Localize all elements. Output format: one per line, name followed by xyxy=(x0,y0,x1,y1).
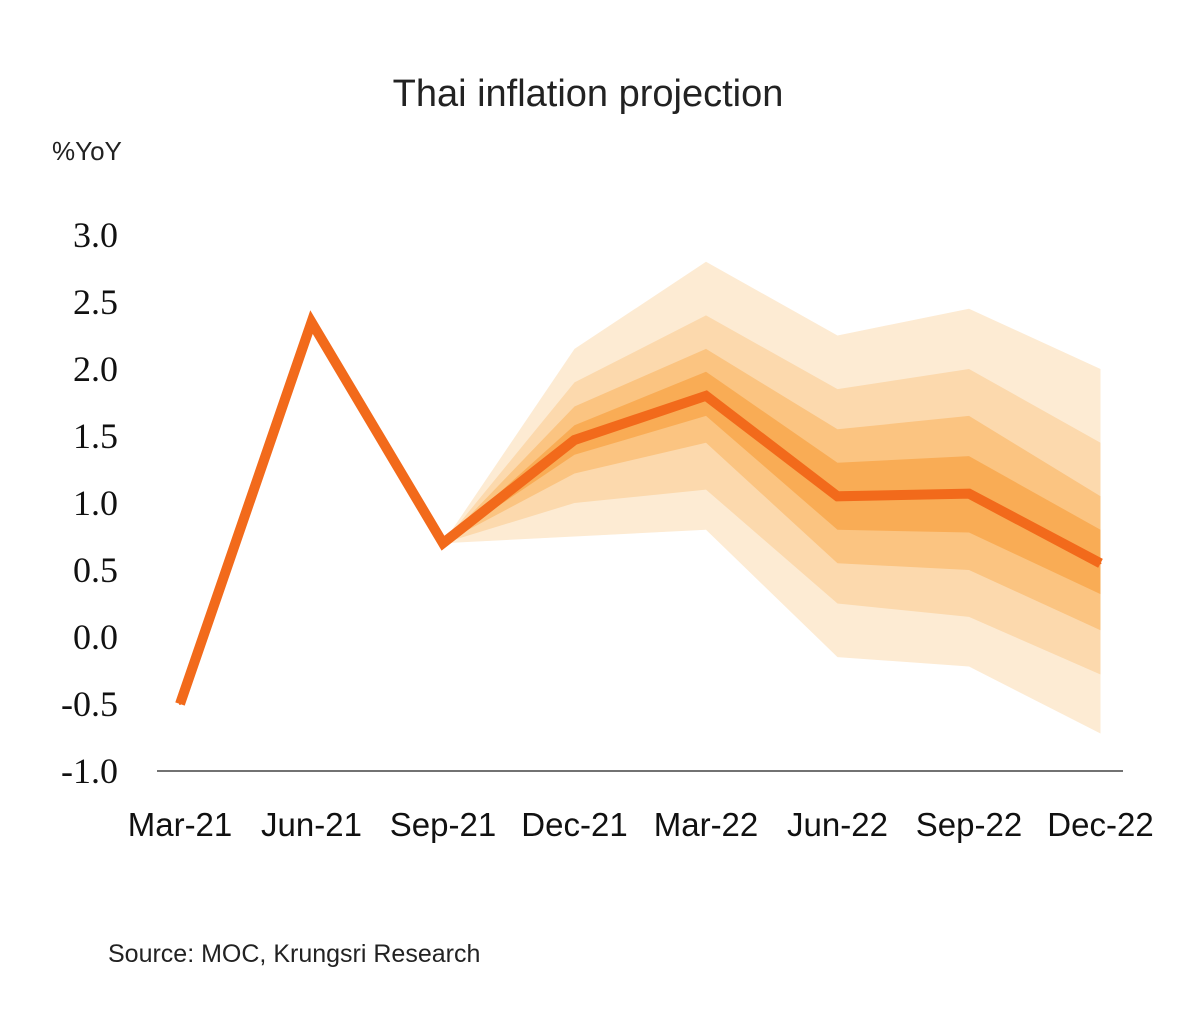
data-point xyxy=(442,542,444,545)
fan-chart-bands xyxy=(443,261,1101,734)
x-tick-label: Sep-21 xyxy=(390,806,496,843)
y-tick-label: 0.0 xyxy=(73,617,118,657)
series-line xyxy=(175,310,1103,706)
source-note: Source: MOC, Krungsri Research xyxy=(108,940,480,968)
x-tick-label: Mar-21 xyxy=(128,806,233,843)
y-tick-label: -1.0 xyxy=(61,751,118,791)
y-tick-label: 3.0 xyxy=(73,215,118,255)
y-tick-label: 1.0 xyxy=(73,483,118,523)
data-point xyxy=(705,394,707,397)
x-tick-label: Dec-22 xyxy=(1047,806,1153,843)
chart-title: Thai inflation projection xyxy=(393,73,784,115)
x-tick-label: Jun-21 xyxy=(261,806,362,843)
x-axis-ticks: Mar-21 Jun-21 Sep-21 Dec-21 Mar-22 Jun-22 Sep-… xyxy=(128,806,1154,843)
y-tick-label: 0.5 xyxy=(73,550,118,590)
data-point xyxy=(573,439,576,442)
y-tick-label: 2.0 xyxy=(73,349,118,389)
y-tick-label: 1.5 xyxy=(73,416,118,456)
y-tick-label: 2.5 xyxy=(73,282,118,322)
data-point xyxy=(1099,562,1102,565)
y-tick-label: -0.5 xyxy=(61,684,118,724)
inflation-series xyxy=(175,310,1103,706)
y-axis-ticks: 3.0 2.5 2.0 1.5 1.0 0.5 0.0 -0.5 -1.0 xyxy=(61,215,118,791)
x-tick-label: Mar-22 xyxy=(654,806,759,843)
x-tick-label: Jun-22 xyxy=(787,806,888,843)
data-point xyxy=(179,703,181,705)
data-point xyxy=(310,321,313,324)
y-axis-unit-label: %YoY xyxy=(52,136,122,166)
x-tick-label: Sep-22 xyxy=(916,806,1022,843)
x-tick-label: Dec-21 xyxy=(521,806,627,843)
data-point xyxy=(836,495,839,498)
data-point xyxy=(968,492,970,495)
